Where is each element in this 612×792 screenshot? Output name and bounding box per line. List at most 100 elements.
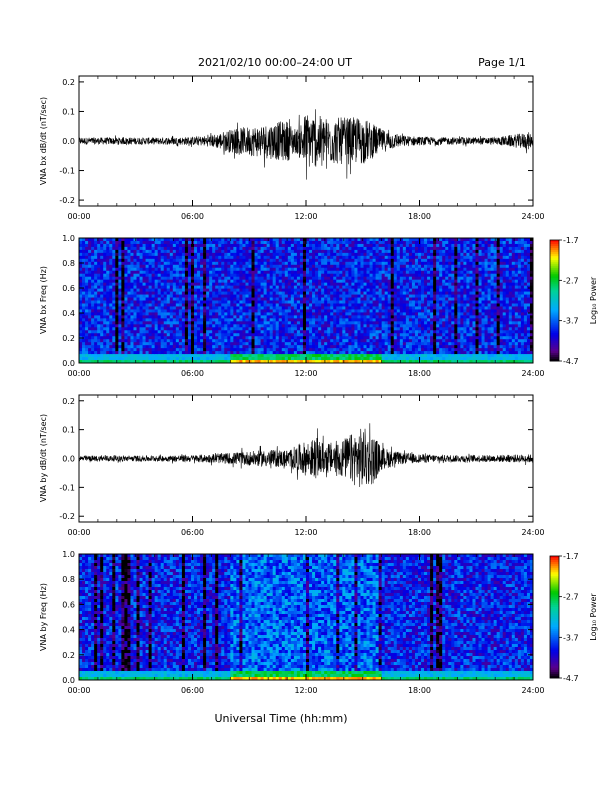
spectrogram-cell bbox=[121, 255, 125, 260]
spectrogram-cell bbox=[284, 261, 289, 266]
spectrogram-cell bbox=[411, 345, 416, 349]
spectrogram-cell bbox=[190, 336, 195, 340]
spectrogram-cell bbox=[330, 246, 334, 251]
spectrogram-cell bbox=[227, 321, 231, 325]
spectrogram-cell bbox=[172, 249, 177, 254]
spectrogram-cell bbox=[312, 294, 316, 298]
spectrogram-cell bbox=[408, 252, 413, 257]
spectrogram-cell bbox=[427, 273, 431, 278]
spectrogram-cell bbox=[430, 270, 434, 275]
spectrogram-cell bbox=[309, 270, 313, 275]
spectrogram-cell bbox=[203, 240, 207, 245]
spectrogram-cell bbox=[190, 303, 195, 307]
spectrogram-cell bbox=[299, 288, 304, 292]
spectrogram-cell bbox=[194, 270, 198, 275]
spectrogram-cell bbox=[366, 318, 370, 322]
spectrogram-cell bbox=[390, 321, 395, 325]
spectrogram-cell bbox=[239, 306, 243, 310]
spectrogram-cell bbox=[272, 276, 277, 281]
spectrogram-cell bbox=[97, 330, 101, 334]
spectrogram-cell bbox=[242, 312, 246, 316]
spectrogram-cell bbox=[348, 270, 352, 275]
spectrogram-cell bbox=[421, 321, 425, 325]
spectrogram-cell bbox=[318, 276, 322, 281]
spectrogram-cell bbox=[82, 294, 86, 298]
spectrogram-cell bbox=[103, 312, 107, 316]
spectrogram-cell bbox=[236, 330, 240, 334]
spectrogram-cell bbox=[184, 309, 189, 313]
spectrogram-cell bbox=[133, 345, 137, 349]
spectrogram-cell bbox=[330, 300, 334, 304]
spectrogram-cell bbox=[130, 276, 134, 281]
spectrogram-cell bbox=[266, 285, 271, 289]
spectrogram-cell bbox=[121, 360, 125, 364]
spectrogram-cell bbox=[381, 282, 386, 287]
spectrogram-cell bbox=[375, 348, 380, 352]
spectrogram-cell bbox=[100, 309, 104, 313]
spectrogram-cell bbox=[287, 333, 292, 337]
spectrogram-cell bbox=[430, 333, 434, 337]
spectrogram-cell bbox=[351, 238, 355, 242]
spectrogram-cell bbox=[221, 273, 225, 278]
spectrogram-cell bbox=[430, 297, 434, 301]
spectrogram-cell bbox=[190, 342, 195, 346]
spectrogram-cell bbox=[157, 252, 162, 257]
spectrogram-cell bbox=[172, 246, 177, 251]
spectrogram-cell bbox=[100, 348, 104, 352]
spectrogram-cell bbox=[181, 333, 186, 337]
spectrogram-cell bbox=[190, 315, 195, 319]
spectrogram-cell bbox=[106, 300, 110, 304]
spectrogram-cell bbox=[342, 255, 346, 260]
spectrogram-cell bbox=[324, 264, 328, 269]
spectrogram-cell bbox=[354, 321, 358, 325]
spectrogram-cell bbox=[321, 270, 325, 275]
spectrogram-cell bbox=[109, 360, 113, 364]
spectrogram-cell bbox=[178, 360, 183, 364]
spectrogram-cell bbox=[194, 351, 198, 355]
spectrogram-cell bbox=[142, 261, 146, 266]
spectrogram-cell bbox=[378, 312, 383, 316]
spectrogram-cell bbox=[209, 312, 213, 316]
spectrogram-cell bbox=[375, 324, 380, 328]
spectrogram-cell bbox=[94, 285, 98, 289]
spectrogram-cell bbox=[357, 324, 361, 328]
spectrogram-cell bbox=[421, 300, 425, 304]
spectrogram-cell bbox=[157, 303, 162, 307]
spectrogram-cell bbox=[109, 240, 113, 245]
spectrogram-cell bbox=[284, 333, 289, 337]
spectrogram-cell bbox=[296, 321, 301, 325]
spectrogram-cell bbox=[327, 333, 331, 337]
spectrogram-cell bbox=[378, 309, 383, 313]
spectrogram-cell bbox=[175, 276, 180, 281]
spectrogram-cell bbox=[324, 357, 328, 361]
spectrogram-cell bbox=[121, 327, 125, 331]
spectrogram-cell bbox=[284, 327, 289, 331]
spectrogram-cell bbox=[148, 336, 153, 340]
spectrogram-cell bbox=[79, 360, 83, 364]
spectrogram-cell bbox=[85, 327, 89, 331]
spectrogram-cell bbox=[269, 246, 274, 251]
spectrogram-cell bbox=[339, 330, 343, 334]
spectrogram-cell bbox=[115, 348, 119, 352]
spectrogram-cell bbox=[330, 285, 334, 289]
spectrogram-cell bbox=[169, 261, 174, 266]
spectrogram-cell bbox=[424, 312, 428, 316]
page-indicator: Page 1/1 bbox=[478, 56, 526, 69]
spectrogram-cell bbox=[145, 270, 150, 275]
spectrogram-cell bbox=[187, 282, 192, 287]
spectrogram-cell bbox=[378, 285, 383, 289]
spectrogram-cell bbox=[275, 291, 280, 295]
spectrogram-cell bbox=[236, 318, 240, 322]
spectrogram-cell bbox=[414, 291, 419, 295]
spectrogram-cell bbox=[390, 291, 395, 295]
spectrogram-cell bbox=[148, 270, 153, 275]
spectrogram-cell bbox=[142, 336, 146, 340]
spectrogram-cell bbox=[139, 300, 143, 304]
spectrogram-cell bbox=[178, 312, 183, 316]
spectrogram-cell bbox=[330, 297, 334, 301]
spectrogram-cell bbox=[248, 318, 252, 322]
spectrogram-cell bbox=[91, 255, 95, 260]
spectrogram-cell bbox=[384, 318, 389, 322]
spectrogram-cell bbox=[348, 333, 352, 337]
spectrogram-cell bbox=[287, 273, 292, 278]
